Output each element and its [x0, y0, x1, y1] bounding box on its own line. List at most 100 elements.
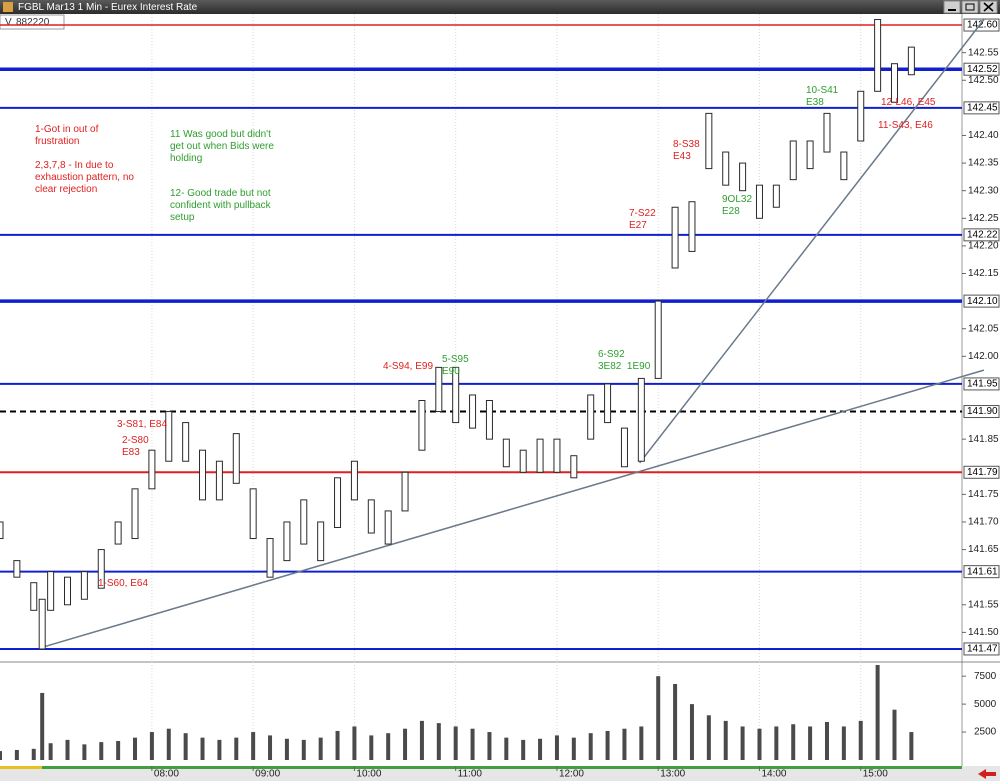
annotation-line: E83 — [122, 447, 140, 458]
price-bar — [64, 576, 72, 606]
volume-bar — [268, 735, 273, 760]
volume-bar — [605, 730, 610, 760]
price-bar — [890, 63, 898, 103]
annotation: 12-L46, E45 — [881, 97, 936, 109]
price-bar — [874, 19, 882, 92]
price-bar — [570, 455, 578, 479]
y-tick-label: 141.50 — [968, 627, 999, 638]
level-label: 142.52 — [967, 64, 998, 75]
volume-bar — [824, 722, 829, 760]
y-tick-label: 141.70 — [968, 517, 999, 528]
annotation-line: 6-S92 — [598, 349, 625, 360]
x-tick-label: 11:00 — [458, 769, 483, 780]
app-icon — [3, 2, 13, 12]
x-tick-label: 08:00 — [154, 769, 179, 780]
annotation: 10-S41 E38 — [806, 85, 838, 109]
annotation: 2,3,7,8 - In due to exhaustion pattern, n… — [35, 160, 134, 196]
volume-bar — [318, 737, 323, 760]
volume-bar — [740, 726, 745, 760]
readout-label: V — [5, 17, 12, 28]
price-bar — [266, 538, 274, 578]
level-label: 141.79 — [967, 467, 998, 478]
restore-button[interactable] — [961, 0, 979, 14]
price-bar — [38, 598, 46, 650]
annotation-line: 11-S43, E46 — [878, 120, 933, 131]
level-label: 141.47 — [967, 644, 998, 655]
price-bar — [806, 140, 814, 170]
volume-bar — [31, 748, 36, 760]
volume-bar — [14, 749, 19, 760]
level-label-box — [963, 294, 1000, 308]
x-tick-label: 10:00 — [356, 769, 381, 780]
volume-bar — [656, 676, 661, 760]
price-bar — [857, 90, 865, 142]
annotation-line: frustration — [35, 136, 80, 147]
annotation-line: 12-L46, E45 — [881, 97, 936, 108]
price-bar — [384, 510, 392, 545]
volume-bar — [588, 733, 593, 760]
volume-bar — [554, 735, 559, 760]
volume-bar — [723, 720, 728, 760]
price-bar — [249, 488, 257, 540]
price-bar — [587, 394, 595, 440]
level-label-box — [963, 465, 1000, 479]
price-bar — [452, 366, 460, 424]
scroll-arrow[interactable] — [978, 769, 996, 779]
volume-bar — [183, 733, 188, 760]
annotation-line: confident with pullback — [170, 200, 271, 211]
volume-bar — [419, 720, 424, 760]
price-bar — [671, 206, 679, 269]
price-bar — [789, 140, 797, 181]
volume-bar — [808, 726, 813, 760]
volume-bar — [909, 732, 914, 760]
annotation-line: 11 Was good but didn't — [170, 129, 271, 140]
annotation: 2-S80 E83 — [122, 435, 149, 459]
readout-value: 882220 — [16, 17, 50, 28]
volume-bar — [538, 738, 543, 760]
annotation-line: 1-Got in out of — [35, 124, 99, 135]
y-tick-label: 141.85 — [968, 434, 999, 445]
annotation-line: 5-S95 — [442, 354, 469, 365]
volume-bar — [234, 737, 239, 760]
price-bar — [131, 488, 139, 540]
price-bar — [688, 201, 696, 252]
close-icon — [983, 2, 994, 12]
price-bar — [485, 399, 493, 440]
volume-bar — [251, 732, 256, 760]
volume-bar — [689, 704, 694, 760]
volume-bar — [99, 742, 104, 760]
annotation-line: E28 — [722, 206, 740, 217]
volume-bar — [284, 738, 289, 760]
price-bar — [907, 46, 915, 76]
price-bar — [300, 499, 308, 545]
price-bar — [367, 499, 375, 534]
price-bar — [13, 560, 21, 578]
level-label: 142.60 — [967, 20, 998, 31]
annotation-line: 2-S80 — [122, 435, 149, 446]
window-controls[interactable] — [943, 0, 998, 14]
volume-bar — [504, 737, 509, 760]
volume-bar — [133, 737, 138, 760]
annotation-line: get out when Bids were — [170, 141, 274, 152]
volume-bar — [774, 726, 779, 760]
annotation: 8-S38 E43 — [673, 139, 700, 163]
annotation-line: 2,3,7,8 - In due to — [35, 160, 114, 171]
volume-bar — [352, 726, 357, 760]
annotation-line: clear rejection — [35, 184, 98, 195]
volume-bar — [200, 737, 205, 760]
volume-bar — [757, 728, 762, 760]
price-bar — [283, 521, 291, 562]
y-tick-label: 142.35 — [968, 158, 999, 169]
annotation-line: E43 — [673, 151, 691, 162]
volume-bar — [875, 665, 880, 760]
time-axis-strip — [0, 766, 1000, 781]
price-bar — [350, 460, 358, 501]
volume-bar — [369, 735, 374, 760]
price-bar — [165, 411, 173, 462]
minimize-button[interactable] — [943, 0, 961, 14]
price-bar — [536, 438, 544, 473]
price-bar — [840, 151, 848, 181]
price-bar — [705, 112, 713, 170]
